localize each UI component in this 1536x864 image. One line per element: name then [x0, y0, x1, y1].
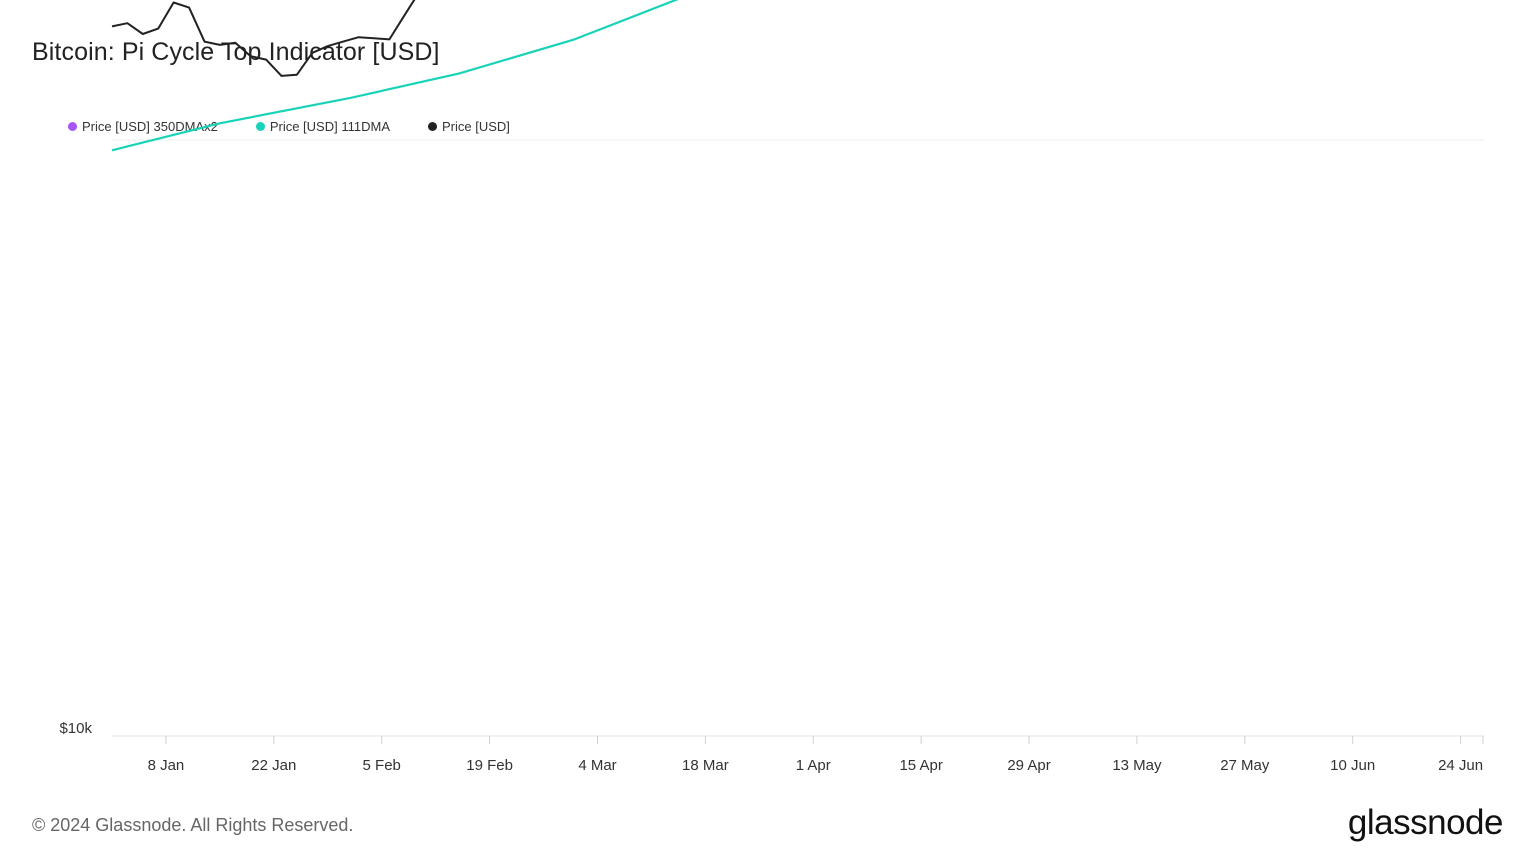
series-layer — [111, 0, 1476, 152]
x-tick-label: 29 Apr — [1007, 757, 1050, 774]
y-axis-ticks: $10k — [59, 720, 92, 737]
y-tick-label: $10k — [59, 720, 92, 737]
legend-label: Price [USD] — [442, 119, 510, 134]
x-tick-label: 5 Feb — [363, 757, 401, 774]
legend-label: Price [USD] 350DMAx2 — [82, 119, 218, 134]
legend-item-350dmax2[interactable]: Price [USD] 350DMAx2 — [68, 119, 218, 134]
x-tick-label: 22 Jan — [251, 757, 296, 774]
series-line-111dma[interactable] — [111, 0, 1476, 152]
x-tick-label: 18 Mar — [682, 757, 729, 774]
legend-item-price[interactable]: Price [USD] — [428, 119, 510, 134]
legend-label: Price [USD] 111DMA — [269, 119, 390, 134]
x-tick-label: 13 May — [1112, 757, 1162, 774]
legend-dot-icon — [428, 122, 437, 131]
x-tick-label: 1 Apr — [796, 757, 831, 774]
x-tick-label: 19 Feb — [466, 757, 513, 774]
x-tick-label: 24 Jun — [1438, 757, 1483, 774]
x-tick-label: 15 Apr — [899, 757, 942, 774]
legend-item-111dma[interactable]: Price [USD] 111DMA — [255, 119, 390, 134]
x-tick-label: 10 Jun — [1330, 757, 1375, 774]
x-tick-label: 27 May — [1220, 757, 1270, 774]
series-line-price[interactable] — [111, 0, 1468, 77]
x-tick-label: 4 Mar — [578, 757, 616, 774]
x-tick-label: 8 Jan — [148, 757, 185, 774]
chart-legend: Price [USD] 350DMAx2 Price [USD] 111DMA … — [68, 119, 548, 134]
legend-dot-icon — [68, 122, 77, 131]
x-axis-ticks: 8 Jan 22 Jan 5 Feb 19 Feb 4 Mar 18 Mar 1 Apr 15… — [148, 736, 1484, 774]
copyright-text: © 2024 Glassnode. All Rights Reserved. — [32, 815, 354, 835]
glassnode-logo: glassnode — [1347, 803, 1504, 842]
legend-dot-icon — [255, 122, 265, 131]
